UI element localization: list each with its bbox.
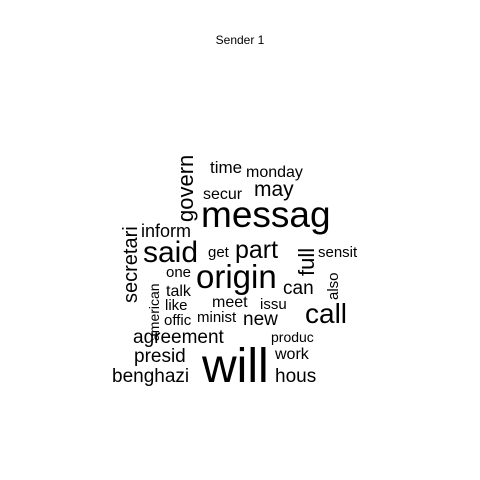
word-time: time bbox=[210, 158, 243, 177]
plot-title: Sender 1 bbox=[215, 33, 265, 47]
word-produc: produc bbox=[271, 329, 314, 345]
word-offic: offic bbox=[164, 312, 192, 329]
word-minist: minist bbox=[197, 309, 237, 326]
word-govern: govern bbox=[173, 154, 198, 222]
word-also: also bbox=[325, 272, 342, 300]
word-will: will bbox=[202, 340, 269, 393]
word-can: can bbox=[283, 278, 314, 299]
word-get: get bbox=[208, 244, 229, 261]
word-meet: meet bbox=[212, 294, 248, 311]
word-issu: issu bbox=[260, 296, 287, 313]
word-new: new bbox=[243, 309, 278, 330]
word-said: said bbox=[143, 236, 199, 269]
word-american: american bbox=[146, 283, 162, 341]
word-sensit: sensit bbox=[318, 244, 358, 261]
word-secretari: secretari bbox=[120, 226, 142, 303]
word-work: work bbox=[275, 346, 309, 363]
word-call: call bbox=[305, 298, 348, 329]
word-secur: secur bbox=[203, 186, 243, 203]
word-inform: inform bbox=[141, 221, 192, 241]
word-agreement: agreement bbox=[133, 327, 224, 348]
word-may: may bbox=[254, 178, 294, 201]
word-full: full bbox=[294, 247, 319, 276]
word-like: like bbox=[165, 297, 188, 314]
word-messag: messag bbox=[201, 194, 331, 235]
word-hous: hous bbox=[275, 366, 317, 387]
word-monday: monday bbox=[246, 164, 303, 181]
word-one: one bbox=[166, 264, 192, 281]
word-part: part bbox=[235, 236, 279, 264]
word-talk: talk bbox=[166, 283, 191, 300]
word-benghazi: benghazi bbox=[112, 366, 190, 387]
word-origin: origin bbox=[196, 258, 277, 295]
word-presid: presid bbox=[134, 346, 186, 367]
